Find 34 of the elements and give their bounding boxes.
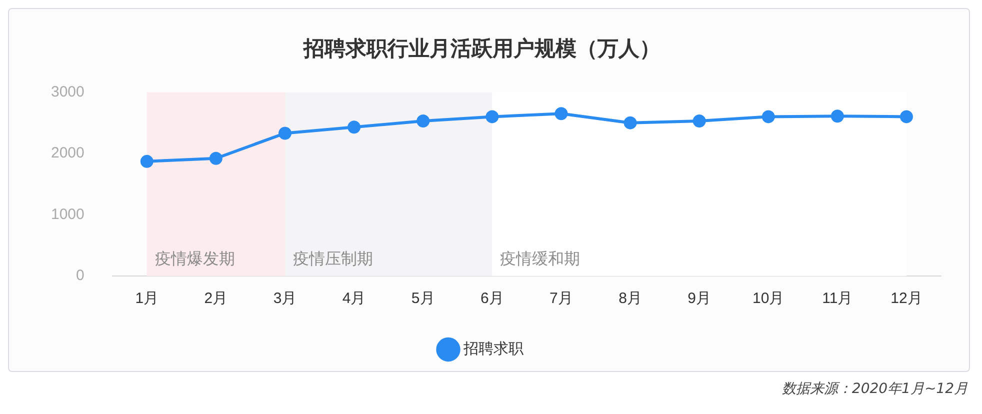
x-tick-label: 11月	[822, 290, 853, 308]
point	[900, 110, 913, 124]
x-tick-label: 6月	[480, 290, 504, 308]
x-tick-label: 2月	[204, 290, 228, 308]
point	[554, 107, 568, 120]
y-tick-label: 3000	[50, 83, 84, 100]
point	[762, 110, 775, 124]
point	[209, 152, 222, 165]
x-tick-label: 1月	[135, 290, 159, 308]
point	[416, 114, 430, 128]
point	[624, 116, 637, 130]
point	[692, 114, 706, 128]
x-tick-label: 5月	[411, 290, 435, 308]
chart-title: 招聘求职行业月活跃用户规模（万人）	[302, 36, 660, 60]
y-tick-label: 2000	[50, 144, 84, 162]
point	[830, 110, 844, 123]
band-label: 疫情压制期	[293, 249, 373, 268]
x-tick-label: 7月	[550, 290, 573, 308]
band-label: 疫情缓和期	[500, 249, 580, 268]
band-label: 疫情爆发期	[154, 249, 235, 268]
y-tick-label: 0	[76, 267, 84, 284]
x-tick-label: 10月	[752, 290, 784, 308]
y-tick-label: 1000	[50, 206, 84, 223]
x-tick-label: 8月	[618, 290, 642, 308]
x-tick-label: 12月	[890, 290, 922, 308]
source-note: 数据来源：2020年1月~12月	[782, 380, 968, 398]
point	[486, 110, 499, 124]
x-tick-label: 4月	[342, 290, 366, 308]
legend-label: 招聘求职	[462, 340, 524, 358]
point	[348, 120, 361, 134]
point	[140, 154, 154, 168]
x-tick-label: 3月	[273, 290, 297, 308]
point	[278, 126, 292, 140]
x-tick-label: 9月	[688, 290, 711, 308]
